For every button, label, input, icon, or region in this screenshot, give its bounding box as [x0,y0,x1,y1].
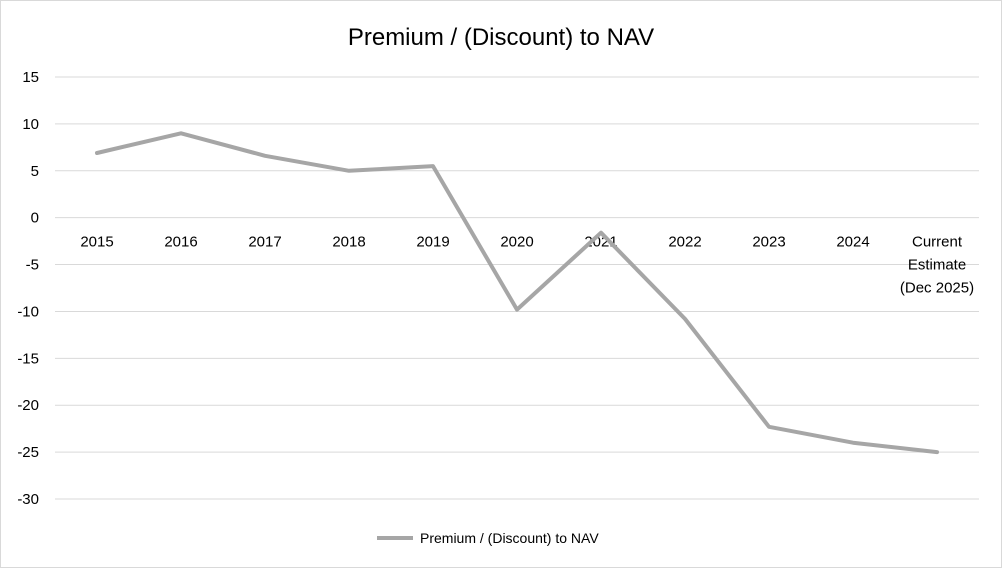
x-tick-label: 2024 [836,234,869,251]
series-line [95,131,939,455]
y-tick-label: 5 [31,163,39,180]
gridlines [55,76,979,500]
x-tick-label: 2020 [500,234,533,251]
x-tick-label: 2015 [80,234,113,251]
x-tick-label: 2016 [164,234,197,251]
y-tick-label: -5 [26,257,39,274]
x-tick-label: Current Estimate (Dec 2025) [900,234,974,297]
x-axis-ticks: 2015 2016 2017 2018 2019 2020 2021 2022 2023 2024… [80,234,974,297]
x-tick-label: 2019 [416,234,449,251]
y-tick-label: -15 [17,350,39,367]
series-lines [95,131,939,455]
y-tick-label: -30 [17,491,39,508]
legend: Premium / (Discount) to NAV [377,530,599,546]
x-tick-label: 2022 [668,234,701,251]
y-tick-label: -25 [17,444,39,461]
x-tick-label: 2017 [248,234,281,251]
y-tick-label: 0 [31,210,39,227]
x-tick-label: 2023 [752,234,785,251]
chart-title: Premium / (Discount) to NAV [348,24,654,51]
y-tick-label: 10 [22,116,39,133]
legend-label: Premium / (Discount) to NAV [420,530,599,546]
y-axis-ticks: 15 10 5 0 -5 -10 -15 -20 -25 -30 [17,69,39,508]
y-tick-label: -10 [17,303,39,320]
y-tick-label: -20 [17,397,39,414]
y-tick-label: 15 [22,69,39,86]
x-tick-label: 2018 [332,234,365,251]
